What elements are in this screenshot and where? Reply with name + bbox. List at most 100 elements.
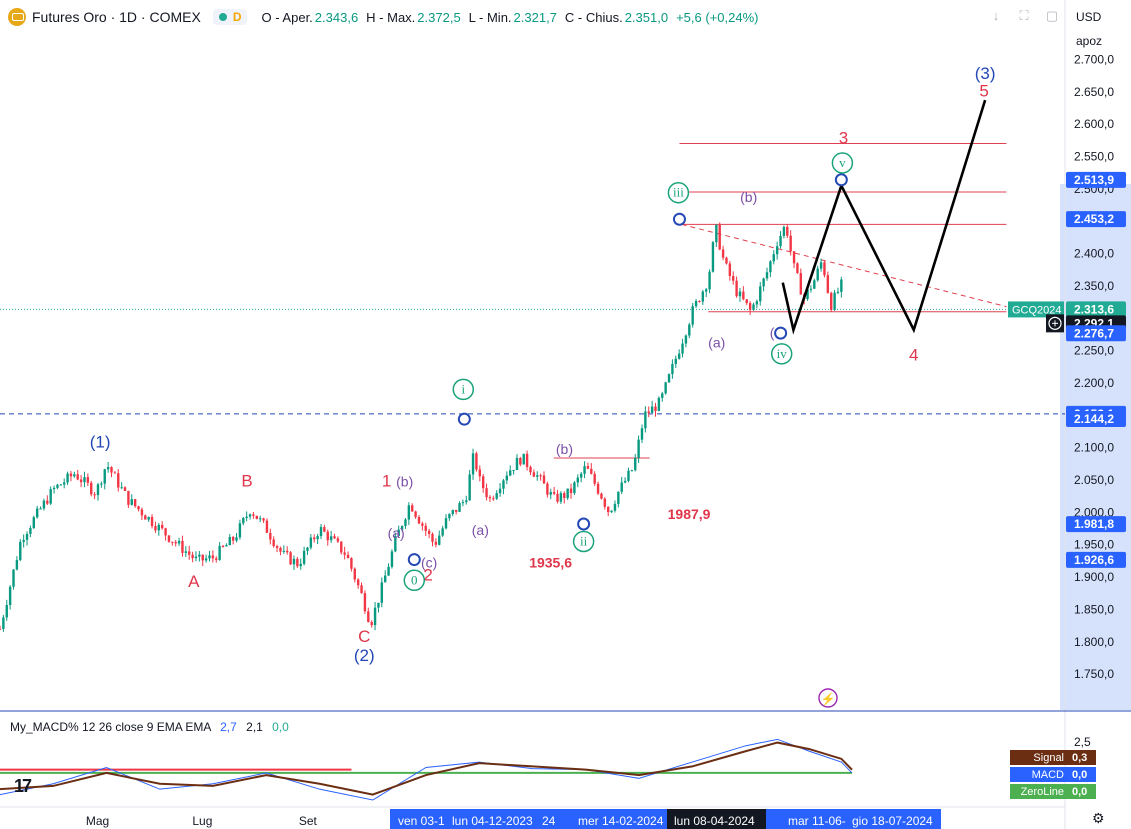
macd-value-1: 2,7 <box>220 720 237 734</box>
candle-body <box>326 531 329 541</box>
candle-body <box>302 550 306 564</box>
circled-wave-text-2: iii <box>673 185 684 200</box>
candle-body <box>140 509 144 516</box>
candle-body <box>576 477 579 483</box>
candle-body <box>603 498 607 507</box>
candle-body <box>383 575 387 583</box>
candle-body <box>708 271 711 290</box>
candle-body <box>492 498 495 500</box>
candle-body <box>404 519 407 527</box>
wave-label-17: (a) <box>708 334 725 350</box>
candle-body <box>600 493 603 499</box>
candle-body <box>505 475 509 481</box>
wave-anchor-0[interactable] <box>457 412 471 426</box>
event-lightning-icon[interactable] <box>818 688 838 708</box>
candle-body <box>495 493 498 499</box>
wave-label-19: 1935,6 <box>529 554 572 570</box>
signal-line[interactable] <box>0 741 853 796</box>
y-tick-label: 2.000,0 <box>1074 505 1114 519</box>
legend-name-bg <box>1010 784 1068 799</box>
status-pill[interactable]: D <box>212 9 248 25</box>
symbol-title[interactable]: Futures Oro · 1D · COMEX <box>32 9 201 25</box>
wave-anchor-2[interactable] <box>672 212 686 226</box>
y-tick-label: 2.400,0 <box>1074 247 1114 261</box>
circled-wave-3 <box>770 343 793 365</box>
candle-body <box>235 537 238 541</box>
candle-body <box>49 489 52 504</box>
candle-body <box>448 513 451 519</box>
candle-body <box>461 502 465 504</box>
candle-body <box>488 497 492 499</box>
candle-body <box>218 545 221 560</box>
wave-anchor-1[interactable] <box>577 517 591 531</box>
candle-body <box>323 527 326 532</box>
gold-logo-icon <box>8 8 26 26</box>
y-tick-label: 2.700,0 <box>1074 52 1114 66</box>
candle-body <box>738 291 742 297</box>
scale-mode[interactable]: apoz <box>1076 34 1103 48</box>
macd-name: My_MACD% <box>10 720 79 734</box>
candle-body <box>204 558 208 561</box>
candle-body <box>549 492 552 495</box>
price-label-bg <box>1066 325 1126 342</box>
candle-body <box>745 299 748 304</box>
wave-anchor-3[interactable] <box>774 326 788 340</box>
candle-body <box>809 288 813 290</box>
macd-line[interactable] <box>0 738 853 801</box>
candle-body <box>309 537 313 548</box>
candle-body <box>2 617 5 629</box>
candle-body <box>755 301 759 305</box>
dashed-trendline[interactable] <box>681 223 1007 308</box>
candle-body <box>441 528 444 536</box>
legend-name-bg <box>1010 750 1068 765</box>
macd-header[interactable]: My_MACD% 12 26 close 9 EMA EMA 2,7 2,1 0… <box>10 720 289 734</box>
fullscreen-icon[interactable]: ⛶ <box>1019 8 1029 23</box>
candle-body <box>623 480 627 483</box>
candle-body <box>90 482 93 495</box>
circled-wave-text-1: ii <box>580 533 588 548</box>
candle-body <box>454 509 458 512</box>
wave-label-0: (1) <box>90 433 111 452</box>
candle-body <box>762 278 765 287</box>
wave-anchor-4[interactable] <box>834 173 848 187</box>
candle-body <box>667 374 671 383</box>
low-value: 2.321,7 <box>513 9 557 25</box>
candle-body <box>532 472 536 477</box>
macd-y-tick: 2,5 <box>1074 735 1091 749</box>
projection-path[interactable] <box>781 99 987 335</box>
candle-body <box>356 579 360 586</box>
candle-body <box>735 280 738 297</box>
snapshot-icon[interactable]: ▢ <box>1045 8 1059 23</box>
x-highlight-label: 24 <box>542 814 556 828</box>
candle-body <box>188 551 191 555</box>
tradingview-logo-icon[interactable]: 17 <box>14 776 32 796</box>
candle-body <box>529 466 532 473</box>
candle-body <box>400 526 404 530</box>
candle-body <box>498 488 502 494</box>
candle-body <box>221 545 225 547</box>
candle-body <box>579 473 583 478</box>
candle-body <box>607 506 610 513</box>
candle-body <box>231 537 235 541</box>
candle-body <box>0 628 2 630</box>
currency-selector[interactable]: USD <box>1076 10 1102 24</box>
wave-anchor-5[interactable] <box>407 553 421 567</box>
legend-value-zeroline: 0,0 <box>1072 786 1087 798</box>
candle-body <box>786 226 789 236</box>
download-icon[interactable]: ↓ <box>992 8 1000 23</box>
x-highlight-label: mar 11-06- <box>788 814 846 828</box>
candle-body <box>684 335 688 344</box>
wave-label-1: (2) <box>354 646 375 665</box>
y-tick-label: 1.800,0 <box>1074 635 1114 649</box>
x-tick-label: Set <box>299 814 318 828</box>
candle-body <box>258 518 262 520</box>
candle-body <box>816 268 819 281</box>
x-tick-label: Mag <box>86 814 109 828</box>
gear-icon[interactable]: ⚙ <box>1092 810 1105 826</box>
candle-body <box>208 555 211 559</box>
candle-body <box>353 568 356 580</box>
crosshair-add-icon[interactable] <box>1048 316 1062 330</box>
candle-body <box>164 528 167 536</box>
